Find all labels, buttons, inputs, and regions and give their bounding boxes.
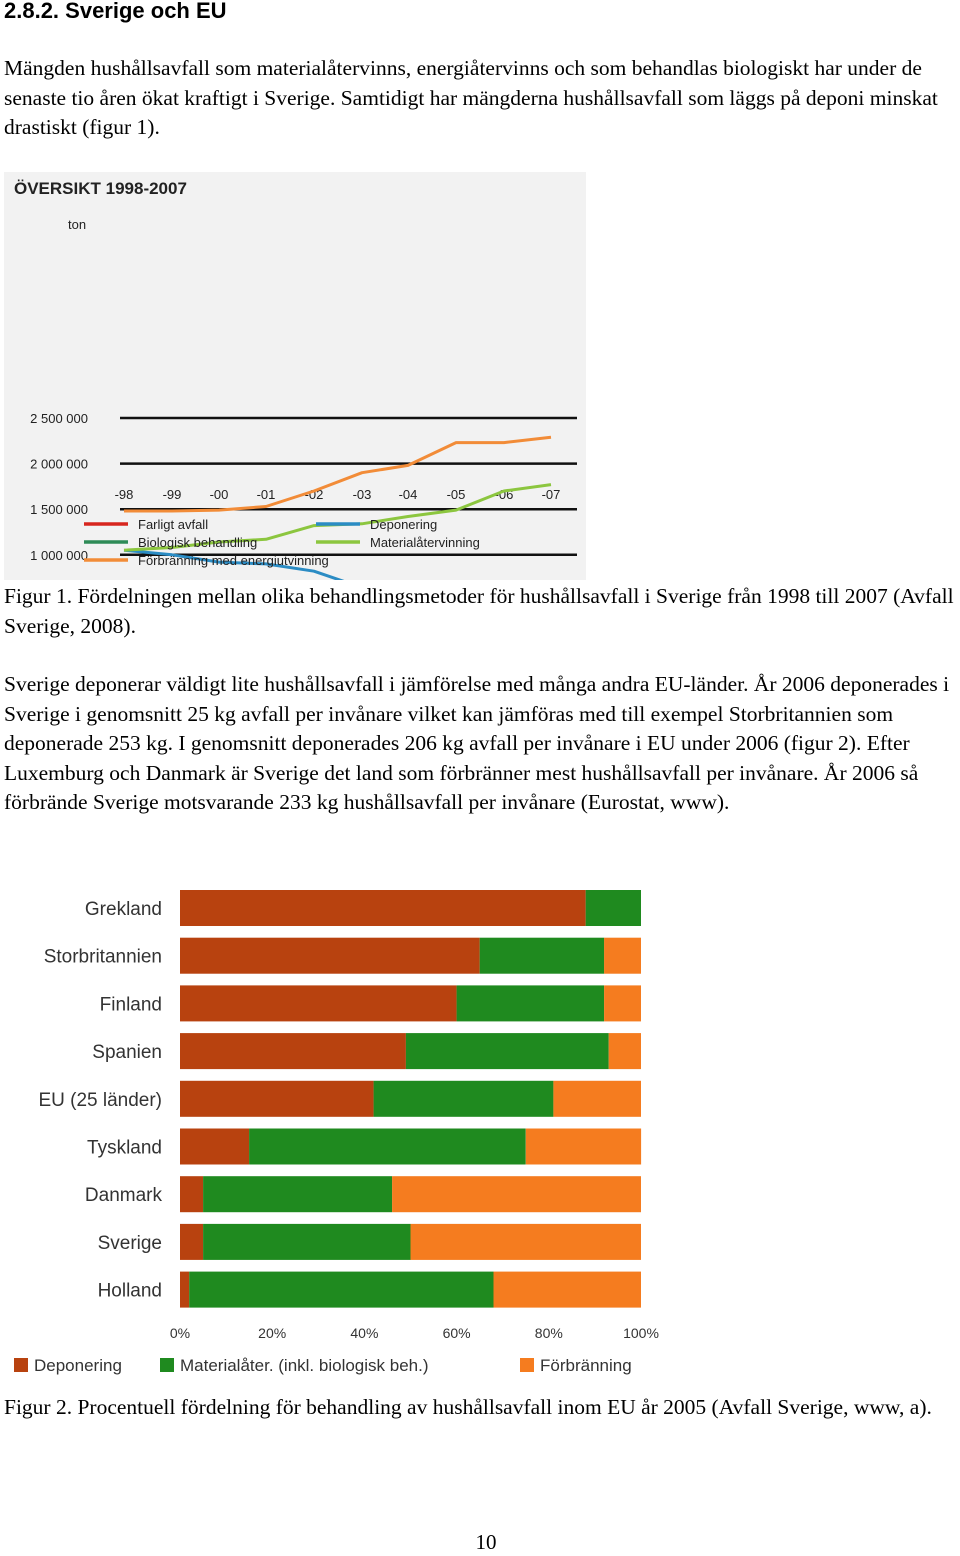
series-line [124, 435, 552, 513]
category-label: EU (25 länder) [38, 1090, 162, 1111]
legend-swatch [160, 1358, 174, 1372]
x-tick-label: -03 [353, 487, 372, 502]
bar-segment [180, 985, 457, 1022]
bar-segment [585, 890, 641, 926]
bar-segment [180, 1128, 250, 1165]
legend-swatch [14, 1358, 28, 1372]
intro-paragraph: Mängden hushållsavfall som materialåterv… [4, 56, 938, 139]
bar-segment [189, 1271, 494, 1308]
x-tick-label: 60% [443, 1325, 471, 1341]
bar-segment [180, 1271, 190, 1308]
legend-label: Förbränning [540, 1356, 632, 1375]
figure-2-caption: Figur 2. Procentuell fördelning för beha… [4, 1395, 932, 1419]
x-tick-label: -04 [399, 487, 418, 502]
y-axis-label: ton [68, 217, 86, 232]
page-number: 10 [475, 1530, 497, 1554]
bar-segment [493, 1271, 641, 1308]
category-label: Tyskland [87, 1138, 162, 1159]
bar-segment [180, 1080, 374, 1117]
legend-label: Deponering [370, 517, 437, 532]
bar-segment [405, 1033, 609, 1070]
x-tick-label: 40% [350, 1325, 378, 1341]
category-label: Danmark [85, 1185, 163, 1206]
category-label: Spanien [92, 1042, 162, 1063]
legend-swatch [520, 1358, 534, 1372]
category-label: Holland [98, 1281, 162, 1302]
bar-segment [180, 1223, 204, 1260]
bar-segment [456, 985, 605, 1022]
bar-segment [525, 1128, 642, 1165]
bar-segment [608, 1033, 641, 1070]
bar-segment [479, 937, 605, 974]
bar-segment [180, 937, 480, 974]
y-tick-label: 1 500 000 [30, 502, 88, 517]
bar-segment [604, 985, 641, 1022]
x-tick-label: 20% [258, 1325, 286, 1341]
bar-segment [203, 1223, 411, 1260]
bar-segment [180, 1176, 204, 1213]
bar-segment [604, 937, 641, 974]
legend-label: Materialåtervinning [370, 535, 480, 550]
category-label: Storbritannien [44, 947, 162, 968]
legend-label: Förbränning med energiutvinning [138, 553, 329, 568]
x-tick-label: -01 [257, 487, 276, 502]
bar-segment [392, 1176, 641, 1213]
y-tick-label: 2 000 000 [30, 457, 88, 472]
bar-segment [410, 1223, 641, 1260]
x-tick-label: -00 [210, 487, 229, 502]
x-tick-label: 0% [170, 1325, 190, 1341]
section-heading: 2.8.2. Sverige och EU [4, 0, 227, 23]
bar-segment [203, 1176, 393, 1213]
x-tick-label: 80% [535, 1325, 563, 1341]
y-tick-label: 1 000 000 [30, 548, 88, 563]
legend-label: Deponering [34, 1356, 122, 1375]
figure-1-caption: Figur 1. Fördelningen mellan olika behan… [4, 584, 954, 638]
category-label: Grekland [85, 899, 162, 920]
category-label: Finland [100, 994, 162, 1015]
figure-2-stacked-bar-chart: Grekland Storbritannien Finland Spanien EU (… [4, 873, 666, 1383]
bar-segment [180, 1033, 406, 1070]
series-line [123, 548, 345, 580]
category-label: Sverige [98, 1233, 162, 1254]
y-tick-label: 2 500 000 [30, 411, 88, 426]
x-tick-label: -98 [115, 487, 134, 502]
x-tick-label: -05 [447, 487, 466, 502]
bar-segment [373, 1080, 554, 1117]
legend-label: Materialåter. (inkl. biologisk beh.) [180, 1356, 429, 1375]
x-tick-label: -07 [542, 487, 561, 502]
chart-title: ÖVERSIKT 1998-2007 [14, 179, 187, 198]
x-tick-label: 100% [623, 1325, 659, 1341]
stacked-bar-chart-svg: Grekland Storbritannien Finland Spanien EU (… [14, 890, 659, 1375]
bar-segment [180, 890, 586, 926]
x-tick-label: -99 [163, 487, 182, 502]
legend-label: Biologisk behandling [138, 535, 257, 550]
bar-segment [249, 1128, 526, 1165]
bar-segment [553, 1080, 641, 1117]
legend-label: Farligt avfall [138, 517, 208, 532]
body-paragraph: Sverige deponerar väldigt lite hushållsa… [4, 672, 950, 814]
